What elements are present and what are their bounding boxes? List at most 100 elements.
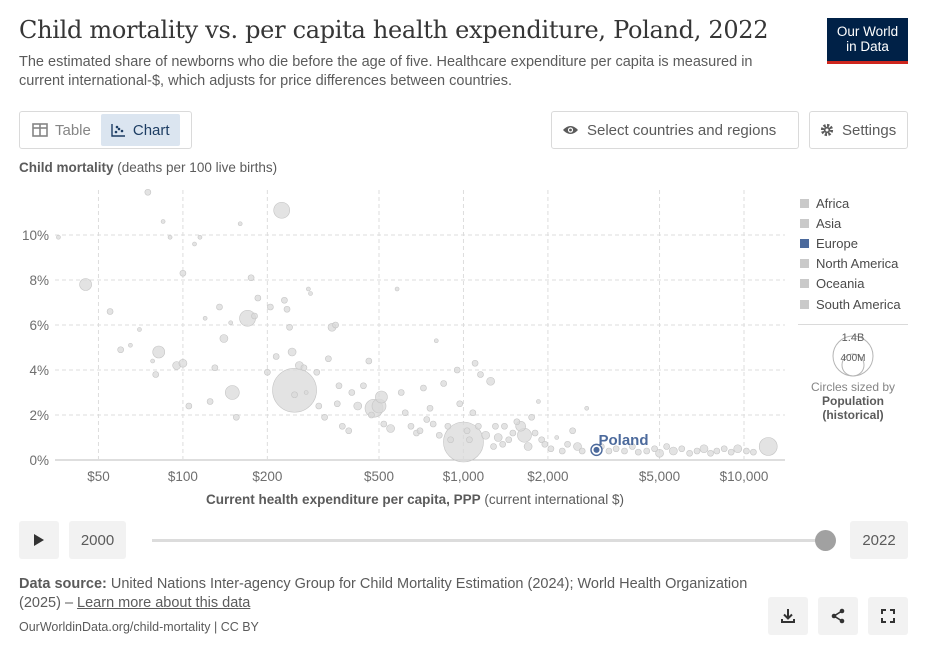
select-countries-button[interactable]: Select countries and regions <box>551 111 799 149</box>
data-point <box>137 327 142 332</box>
data-point <box>286 323 293 331</box>
highlight-point <box>593 446 600 453</box>
x-tick-label: $10,000 <box>720 469 769 484</box>
play-button[interactable] <box>19 521 59 559</box>
legend-label: Europe <box>816 235 858 251</box>
data-point <box>407 422 415 430</box>
data-point <box>254 294 262 302</box>
data-point <box>206 398 214 405</box>
data-point <box>380 420 388 428</box>
legend-item[interactable]: Africa <box>800 193 901 213</box>
data-source-label: Data source: <box>19 576 107 592</box>
download-icon <box>781 609 795 623</box>
data-point <box>651 445 658 453</box>
legend-item[interactable]: Oceania <box>800 274 901 294</box>
tab-table-label: Table <box>55 121 91 139</box>
tab-chart[interactable]: Chart <box>100 114 180 146</box>
data-point <box>420 384 427 392</box>
data-point <box>743 447 750 455</box>
size-legend: 1.4B 400M Circles sized by Population (h… <box>798 324 908 422</box>
data-point <box>733 444 743 454</box>
data-point <box>251 312 258 320</box>
y-tick-label: 10% <box>22 228 49 243</box>
size-legend-max: 1.4B <box>842 333 865 344</box>
data-point <box>456 400 464 408</box>
data-point <box>433 338 439 344</box>
data-point <box>693 447 701 455</box>
data-point <box>308 291 313 296</box>
data-point <box>531 429 539 437</box>
end-year[interactable]: 2022 <box>850 521 908 559</box>
data-point <box>453 366 461 374</box>
data-point <box>106 308 114 315</box>
data-point <box>686 449 693 457</box>
legend-item[interactable]: North America <box>800 254 901 274</box>
timeline-handle[interactable] <box>815 530 836 551</box>
data-point <box>605 447 613 455</box>
data-point <box>443 421 484 463</box>
data-point <box>429 420 437 428</box>
legend-swatch <box>800 299 809 309</box>
tab-table[interactable]: Table <box>22 114 101 146</box>
x-tick-label: $200 <box>252 469 282 484</box>
x-tick-label: $500 <box>364 469 394 484</box>
data-point <box>291 391 298 399</box>
data-point <box>216 303 223 311</box>
data-point <box>584 405 590 411</box>
data-point <box>368 411 375 419</box>
legend-item[interactable]: Asia <box>800 213 901 233</box>
legend-item[interactable]: South America <box>800 294 901 314</box>
data-point <box>471 359 479 367</box>
data-point <box>426 404 434 412</box>
y-axis-label: Child mortality (deaths per 100 live bir… <box>19 160 277 175</box>
data-point <box>477 371 484 378</box>
data-point <box>505 436 513 444</box>
data-point <box>339 422 346 430</box>
legend-label: North America <box>816 256 899 272</box>
share-button[interactable] <box>818 597 858 635</box>
gear-icon <box>820 123 834 137</box>
data-point <box>202 315 208 321</box>
timeline-track[interactable] <box>152 539 824 542</box>
x-axis-label-bold: Current health expenditure per capita, P… <box>206 492 481 507</box>
data-point <box>538 436 545 444</box>
data-point <box>435 431 443 439</box>
play-icon <box>34 534 44 546</box>
data-point <box>197 234 203 240</box>
data-point <box>272 367 317 413</box>
data-point <box>281 296 288 304</box>
data-point <box>397 389 405 396</box>
data-point <box>699 444 709 454</box>
settings-button[interactable]: Settings <box>809 111 908 149</box>
data-point <box>621 447 628 455</box>
data-source-text: United Nations Inter-agency Group for Ch… <box>19 576 748 611</box>
learn-more-link[interactable]: Learn more about this data <box>77 595 251 611</box>
start-year[interactable]: 2000 <box>69 521 126 559</box>
download-button[interactable] <box>768 597 808 635</box>
legend-label: Asia <box>816 215 842 231</box>
data-point <box>273 201 291 219</box>
data-point <box>332 321 339 329</box>
size-legend-min: 400M <box>840 353 865 364</box>
data-point <box>228 320 233 326</box>
data-point <box>447 436 454 444</box>
legend-item[interactable]: Europe <box>800 233 901 253</box>
legend-label: Oceania <box>816 276 865 292</box>
data-point <box>345 427 353 435</box>
data-point <box>233 413 240 421</box>
footer-url[interactable]: OurWorldinData.org/child-mortality | CC … <box>19 620 259 634</box>
data-point <box>160 219 166 224</box>
data-point <box>321 413 328 421</box>
legend-swatch <box>800 218 809 228</box>
fullscreen-button[interactable] <box>868 597 908 635</box>
chart-title: Child mortality vs. per capita health ex… <box>19 16 769 44</box>
data-point <box>564 440 571 448</box>
legend-swatch <box>800 238 809 248</box>
legend-swatch <box>800 279 809 289</box>
owid-logo[interactable]: Our World in Data <box>827 18 908 64</box>
data-point <box>360 382 367 390</box>
data-point <box>463 427 471 435</box>
data-point <box>727 448 735 456</box>
y-tick-label: 6% <box>29 318 49 333</box>
